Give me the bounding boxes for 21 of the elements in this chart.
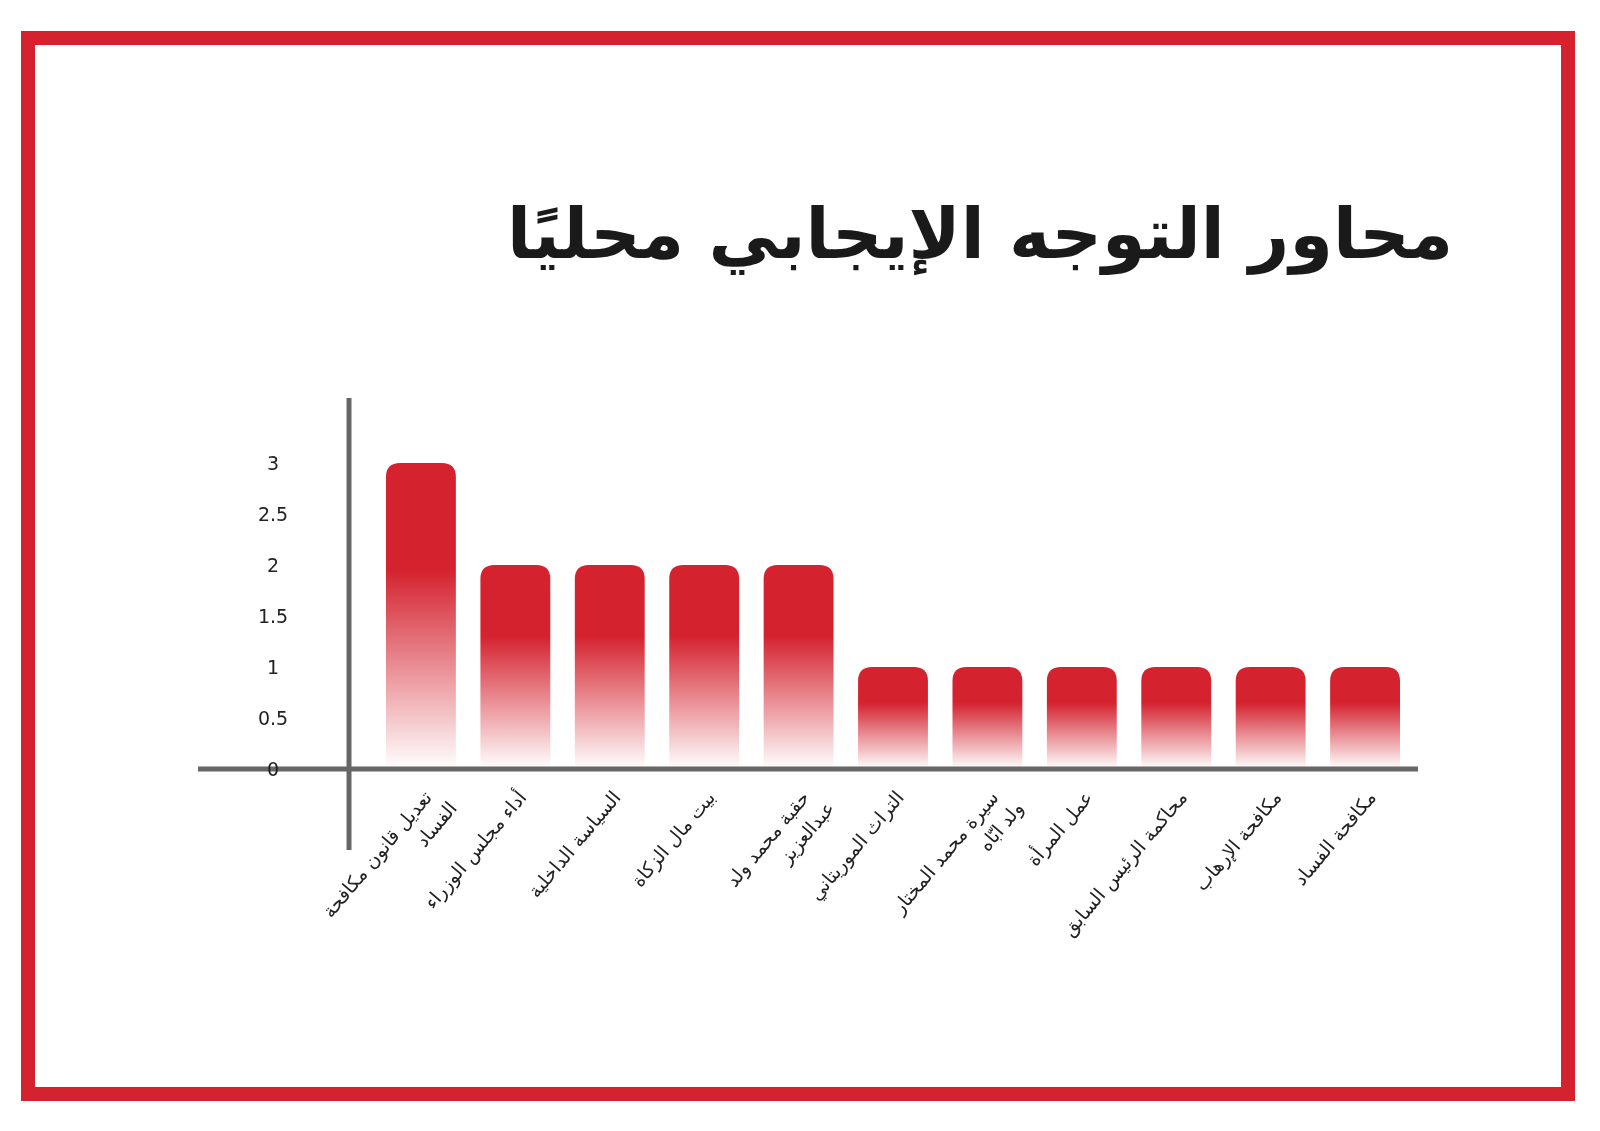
chart-title: محاور التوجه الإيجابي محليًا: [506, 193, 1453, 276]
bar: [480, 565, 551, 769]
bar: [1235, 667, 1306, 769]
bar: [574, 565, 645, 769]
y-tick-label: 1.5: [257, 605, 289, 627]
x-tick-label: مكافحة الإرهاب: [1189, 786, 1287, 896]
y-tick-label: 0.5: [257, 707, 289, 729]
y-tick-label: 2.5: [257, 503, 289, 525]
y-tick-label: 3: [266, 452, 280, 474]
bar: [1141, 667, 1212, 769]
y-tick-label: 0: [266, 758, 280, 780]
bar: [763, 565, 834, 769]
bar: [669, 565, 740, 769]
bar: [1046, 667, 1117, 769]
bar: [858, 667, 928, 769]
bar: [952, 667, 1023, 769]
y-tick-label: 2: [266, 554, 280, 576]
x-tick-label: مكافحة الفساد: [1288, 786, 1381, 890]
y-tick-label: 1: [266, 656, 280, 678]
bar: [1330, 667, 1400, 769]
x-tick-label: بيت مال الزكاة: [626, 786, 720, 892]
